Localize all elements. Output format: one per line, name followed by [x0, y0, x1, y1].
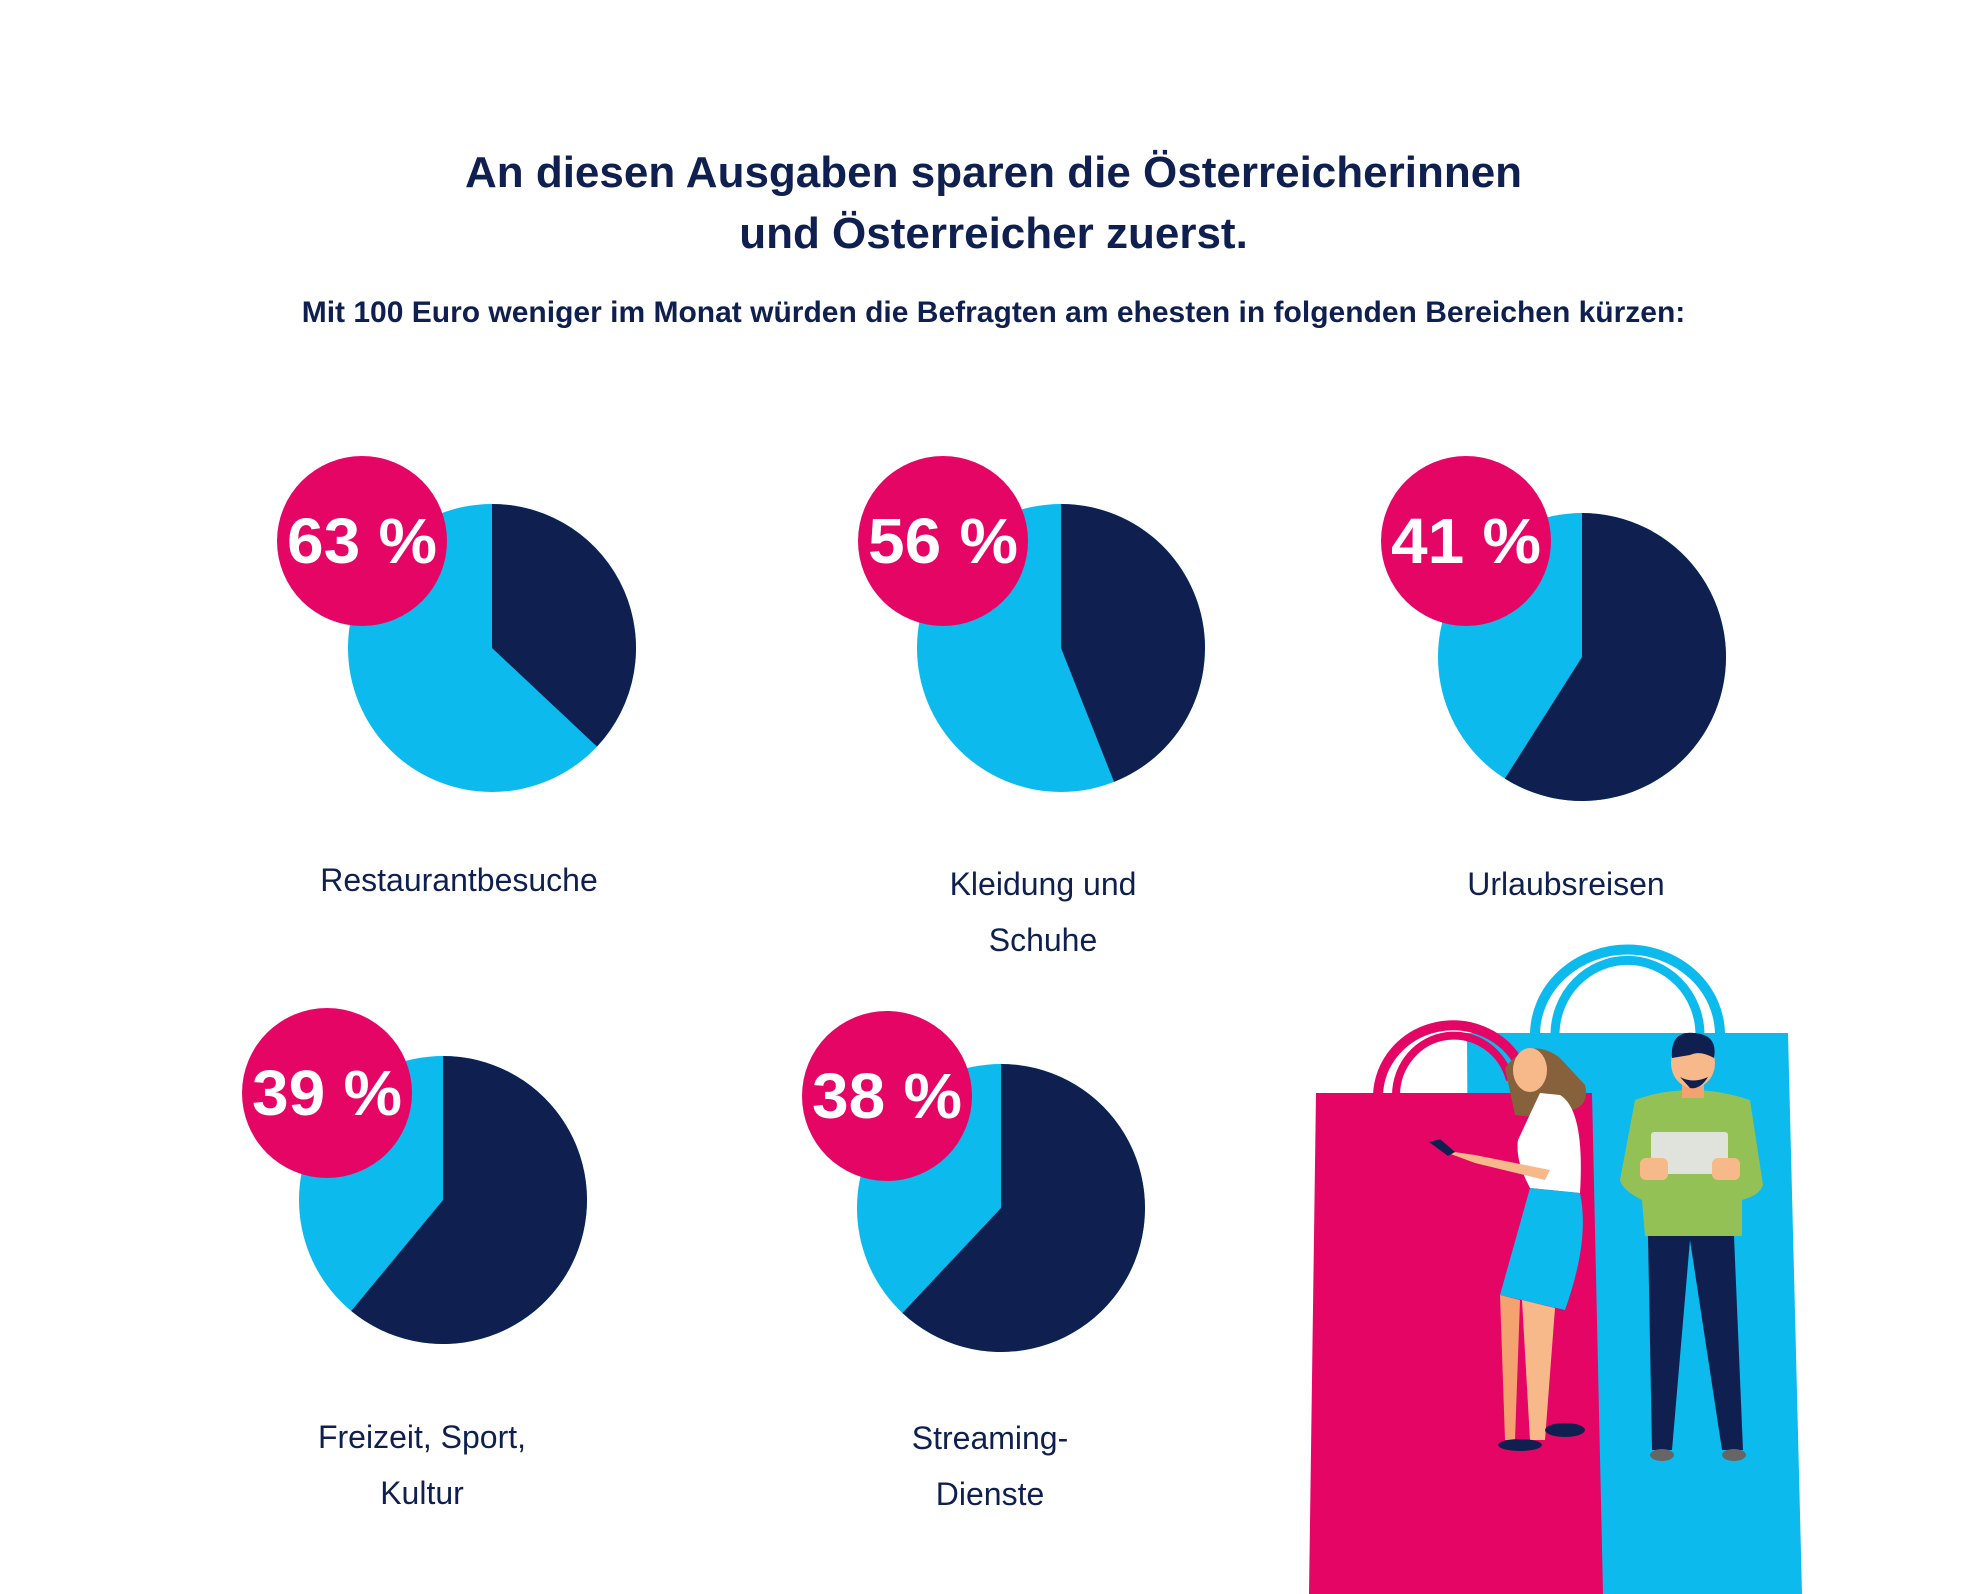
category-label-line: Restaurantbesuche [320, 862, 598, 898]
value-badge [802, 1011, 972, 1181]
page-title: An diesen Ausgaben sparen die Österreich… [0, 142, 1987, 264]
category-label: Restaurantbesuche [259, 852, 659, 908]
subtitle: Mit 100 Euro weniger im Monat würden die… [301, 296, 1686, 329]
category-label-line: Kultur [380, 1475, 464, 1511]
value-label: 38 % [812, 1060, 962, 1132]
category-label: Urlaubsreisen [1366, 856, 1766, 912]
value-badge [277, 456, 447, 626]
value-badge [242, 1008, 412, 1178]
category-label-line: Schuhe [988, 922, 1098, 958]
title-line-1: An diesen Ausgaben sparen die Österreich… [464, 148, 1523, 197]
value-label: 39 % [252, 1057, 402, 1129]
pie-slice-remainder [1504, 513, 1726, 801]
title-line-2: und Österreicher zuerst. [739, 209, 1248, 258]
category-label: Streaming- Dienste [790, 1410, 1190, 1522]
category-label-line: Urlaubsreisen [1467, 866, 1665, 902]
value-badge [1381, 456, 1551, 626]
category-label-line: Kleidung und [949, 866, 1137, 902]
man-figure [1620, 1032, 1763, 1461]
woman-figure [1429, 1048, 1587, 1451]
value-label: 56 % [868, 505, 1018, 577]
pie-slice-remainder [351, 1056, 588, 1344]
category-label-line: Freizeit, Sport, [317, 1419, 527, 1455]
category-label-line: Dienste [935, 1476, 1045, 1512]
value-label: 63 % [287, 505, 437, 577]
category-label-line: Streaming- [911, 1420, 1069, 1456]
category-label: Freizeit, Sport, Kultur [222, 1409, 622, 1521]
pie-slice-remainder [492, 504, 637, 747]
pie-slice-remainder [902, 1064, 1146, 1352]
category-label: Kleidung und Schuhe [843, 856, 1243, 968]
value-label: 41 % [1391, 505, 1541, 577]
value-badge [858, 456, 1028, 626]
pie-slice-remainder [1061, 504, 1205, 782]
